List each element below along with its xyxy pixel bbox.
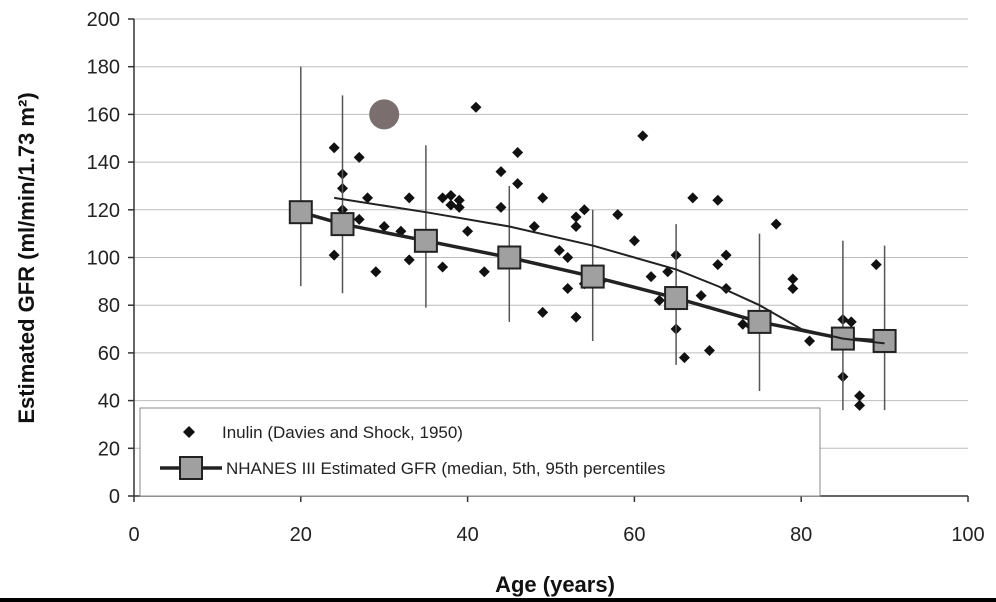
y-tick-label: 80 [98,295,120,317]
x-tick-label: 80 [790,524,812,546]
data-point [445,199,457,211]
data-point [537,306,549,318]
legend-marker [183,426,195,438]
data-point [403,254,415,266]
legend-label: Inulin (Davies and Shock, 1950) [222,423,463,442]
data-point [512,147,524,159]
y-tick-label: 140 [87,152,120,174]
data-point [378,220,390,232]
x-tick-label: 100 [951,524,984,546]
y-tick-label: 200 [87,9,120,31]
series-line [334,196,885,345]
data-point [370,266,382,278]
data-point [478,266,490,278]
legend-items: Inulin (Davies and Shock, 1950) NHANES II… [160,423,665,480]
y-tick-label: 60 [98,343,120,365]
data-point [453,201,465,213]
x-tick-label: 20 [290,524,312,546]
data-point [703,345,715,357]
data-point [528,220,540,232]
data-point [653,294,665,306]
data-point [512,178,524,190]
y-tick-label: 20 [98,438,120,460]
data-point [562,283,574,295]
data-point [470,101,482,113]
data-point [403,192,415,204]
data-point [453,194,465,206]
data-point [854,390,866,402]
y-tick-label: 180 [87,57,120,79]
data-point [787,273,799,285]
series-3 [369,99,400,130]
x-tick-label: 60 [623,524,645,546]
x-tick-label: 40 [456,524,478,546]
data-point [645,271,657,283]
legend-label: NHANES III Estimated GFR (median, 5th, 9… [226,459,665,478]
data-point [353,151,365,163]
grid-lines [134,18,968,449]
legend-box [139,407,821,497]
y-tick-label: 0 [109,486,120,508]
series-2 [334,196,885,345]
x-axis-title: Age (years) [495,572,615,597]
data-point [712,259,724,271]
data-point [437,192,449,204]
legend: Inulin (Davies and Shock, 1950) NHANES II… [139,407,821,497]
data-point [612,209,624,221]
y-axis-title: Estimated GFR (ml/min/1.73 m²) [14,92,39,423]
data-point [537,192,549,204]
data-point [712,194,724,206]
data-point [687,192,699,204]
data-point [662,266,674,278]
data-point [369,99,400,130]
data-point [353,213,365,225]
data-point [870,259,882,271]
data-point [570,220,582,232]
data-point [288,200,313,225]
data-point [854,399,866,411]
data-point [562,252,574,263]
x-tick-label: 0 [128,524,139,546]
data-point [445,189,457,201]
data-point [872,328,897,353]
data-point [580,264,605,289]
series-0 [328,101,882,411]
data-point [845,316,857,328]
series-layer [288,66,897,411]
data-point [695,290,707,302]
data-point [628,235,640,247]
data-point [328,142,340,154]
legend-marker [179,456,203,480]
data-point [437,261,449,273]
data-point [770,218,782,230]
data-point [495,201,507,213]
data-point [637,130,649,142]
data-point [497,245,522,270]
y-tick-label: 40 [98,391,120,413]
data-point [787,283,799,295]
bottom-border [0,598,996,602]
data-point [462,225,474,237]
data-point [804,335,816,347]
x-tick-labels: 0 20 40 60 80 100 [128,524,984,546]
data-point [664,286,689,311]
data-point [362,192,374,204]
data-point [330,212,355,237]
data-point [570,211,582,223]
data-point [553,244,565,256]
data-point [678,352,690,364]
y-tick-label: 100 [87,248,120,270]
data-point [747,309,772,334]
y-tick-labels: 0 20 40 60 80 100 120 140 160 180 200 [87,9,120,508]
data-point [495,166,507,178]
data-point [720,249,732,261]
data-point [737,318,749,330]
y-tick-label: 120 [87,200,120,222]
data-point [578,204,590,216]
data-point [570,311,582,323]
y-tick-label: 160 [87,104,120,126]
data-point [328,249,340,261]
data-point [413,228,438,253]
